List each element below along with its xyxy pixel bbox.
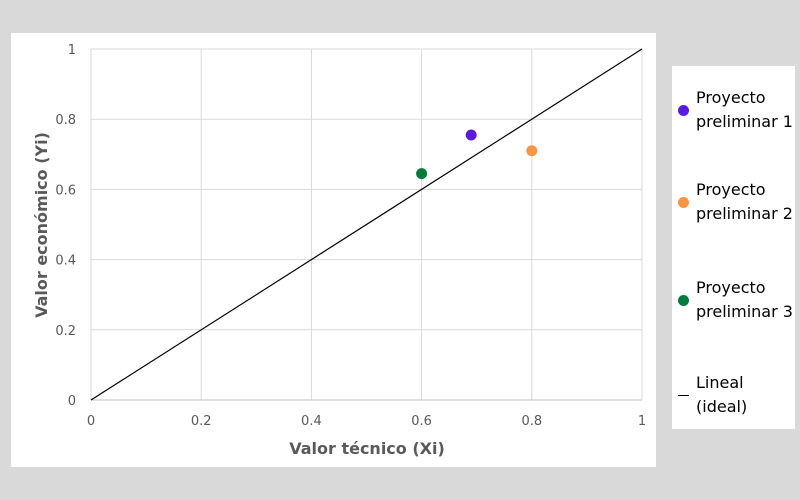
x-tick-label: 0.4 <box>301 414 322 429</box>
legend-label-proyecto-1: Proyecto preliminar 1 <box>696 88 793 131</box>
x-tick-label: 0.6 <box>411 414 432 429</box>
data-point-proyecto-3 <box>416 168 428 180</box>
legend-marker-proyecto-3 <box>678 294 689 306</box>
legend: Proyecto preliminar 1 Proyecto prelimina… <box>672 66 795 429</box>
data-point-proyecto-2 <box>526 145 538 157</box>
y-tick-label: 0.2 <box>55 324 76 339</box>
legend-marker-proyecto-2 <box>678 196 689 208</box>
y-tick-label: 0.4 <box>55 254 76 269</box>
reference-line-layer <box>90 48 643 401</box>
data-points <box>416 129 538 180</box>
y-tick-label: 1 <box>68 43 76 58</box>
ideal-reference-line <box>90 48 643 401</box>
y-tick-label: 0 <box>68 394 76 409</box>
axis-labels: Valor técnico (Xi) Valor económico (Yi) <box>32 132 445 458</box>
legend-label-proyecto-3: Proyecto preliminar 3 <box>696 278 793 321</box>
axes: 0 0.2 0.4 0.6 0.8 1 0 0.2 0.4 0.6 0.8 1 <box>55 43 646 429</box>
x-tick-label: 0 <box>87 414 95 429</box>
y-axis-title: Valor económico (Yi) <box>32 132 51 318</box>
x-tick-label: 1 <box>638 414 646 429</box>
chart-panel: 0 0.2 0.4 0.6 0.8 1 0 0.2 0.4 0.6 0.8 1 Valor técni… <box>11 33 656 467</box>
legend-label-proyecto-2: Proyecto preliminar 2 <box>696 180 793 223</box>
y-tick-label: 0.8 <box>55 113 76 128</box>
data-point-proyecto-1 <box>465 129 477 141</box>
legend-item-lineal: Lineal (ideal) <box>678 371 747 419</box>
x-tick-label: 0.2 <box>191 414 212 429</box>
legend-label-lineal: Lineal (ideal) <box>696 373 748 416</box>
legend-marker-proyecto-1 <box>678 104 689 116</box>
legend-item-proyecto-2: Proyecto preliminar 2 <box>678 178 793 226</box>
x-tick-label: 0.8 <box>521 414 542 429</box>
legend-line-swatch <box>678 394 689 396</box>
y-tick-label: 0.6 <box>55 183 76 198</box>
scatter-chart: 0 0.2 0.4 0.6 0.8 1 0 0.2 0.4 0.6 0.8 1 Valor técni… <box>32 43 646 458</box>
x-axis-title: Valor técnico (Xi) <box>289 439 445 458</box>
legend-item-proyecto-1: Proyecto preliminar 1 <box>678 86 793 134</box>
legend-item-proyecto-3: Proyecto preliminar 3 <box>678 276 793 324</box>
